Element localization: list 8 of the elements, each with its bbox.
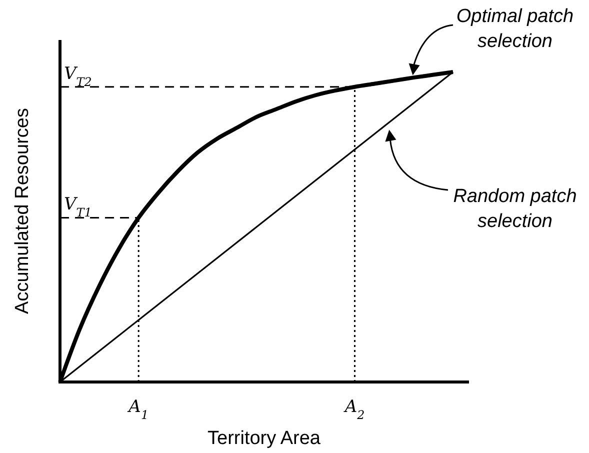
x-tick-label: A$_{2}$ — [342, 397, 365, 422]
y-axis-title: Accumulated Resources — [12, 108, 33, 314]
text: Optimal patch selection — [456, 6, 574, 52]
x-tick-label: A$_{1}$ — [126, 397, 149, 422]
x-axis-title: Territory Area — [208, 428, 321, 449]
annotation: Random patch selection — [453, 186, 577, 232]
ref-line-label: V$_{T1}$ — [64, 194, 92, 220]
ref-line-label: V$_{T2}$ — [64, 64, 92, 89]
